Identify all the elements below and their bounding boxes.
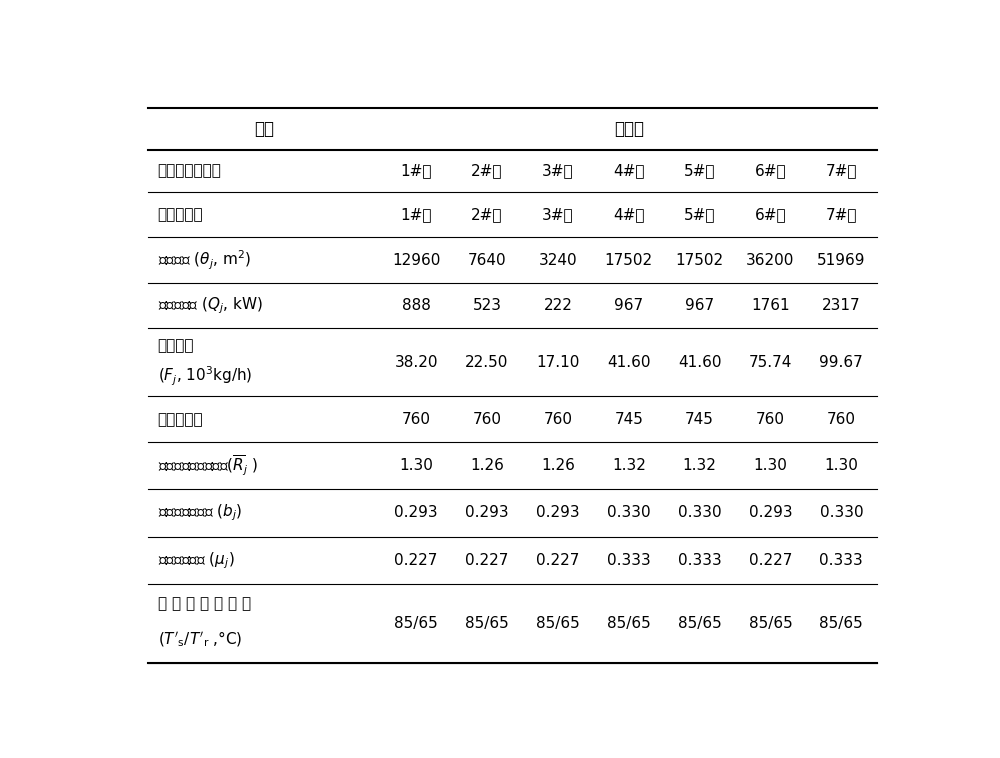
Text: 41.60: 41.60 xyxy=(607,355,650,370)
Text: 0.227: 0.227 xyxy=(749,553,792,568)
Text: 1#楼: 1#楼 xyxy=(400,207,432,222)
Text: 41.60: 41.60 xyxy=(678,355,721,370)
Text: 4#阀: 4#阀 xyxy=(613,164,644,178)
Text: 1.32: 1.32 xyxy=(683,458,717,473)
Text: 设计流量: 设计流量 xyxy=(158,338,194,352)
Text: 6#楼: 6#楼 xyxy=(755,207,786,222)
Text: 3240: 3240 xyxy=(539,252,577,268)
Text: 967: 967 xyxy=(614,298,643,313)
Text: 967: 967 xyxy=(685,298,714,313)
Text: 85/65: 85/65 xyxy=(749,616,792,631)
Text: 222: 222 xyxy=(543,298,572,313)
Text: 供热面积 ($\theta_j$, m$^2$): 供热面积 ($\theta_j$, m$^2$) xyxy=(158,249,250,271)
Text: 760: 760 xyxy=(402,412,431,427)
Text: 760: 760 xyxy=(756,412,785,427)
Text: 0.333: 0.333 xyxy=(819,553,863,568)
Text: 0.330: 0.330 xyxy=(678,506,721,521)
Text: 0.227: 0.227 xyxy=(394,553,438,568)
Text: 2#楼: 2#楼 xyxy=(471,207,503,222)
Text: 85/65: 85/65 xyxy=(678,616,721,631)
Text: 22.50: 22.50 xyxy=(465,355,509,370)
Text: 38.20: 38.20 xyxy=(394,355,438,370)
Text: 36200: 36200 xyxy=(746,252,795,268)
Text: 85/65: 85/65 xyxy=(394,616,438,631)
Text: 760: 760 xyxy=(473,412,502,427)
Text: 1.26: 1.26 xyxy=(541,458,575,473)
Text: 0.330: 0.330 xyxy=(607,506,651,521)
Text: 0.293: 0.293 xyxy=(394,506,438,521)
Text: 85/65: 85/65 xyxy=(465,616,509,631)
Text: 0.330: 0.330 xyxy=(820,506,863,521)
Text: 6#阀: 6#阀 xyxy=(755,164,786,178)
Text: 1.30: 1.30 xyxy=(399,458,433,473)
Text: 0.227: 0.227 xyxy=(536,553,580,568)
Text: 760: 760 xyxy=(827,412,856,427)
Text: 5#楼: 5#楼 xyxy=(684,207,715,222)
Text: 17502: 17502 xyxy=(605,252,653,268)
Text: 51969: 51969 xyxy=(817,252,866,268)
Text: 745: 745 xyxy=(685,412,714,427)
Text: 0.293: 0.293 xyxy=(465,506,509,521)
Text: 3#楼: 3#楼 xyxy=(542,207,574,222)
Text: 建筑物: 建筑物 xyxy=(614,121,644,138)
Text: 建筑物名称: 建筑物名称 xyxy=(158,207,203,222)
Text: 888: 888 xyxy=(402,298,431,313)
Text: 0.293: 0.293 xyxy=(536,506,580,521)
Text: 散热器型号: 散热器型号 xyxy=(158,412,203,427)
Text: 760: 760 xyxy=(543,412,572,427)
Text: 电动调节阀名称: 电动调节阀名称 xyxy=(158,164,221,178)
Text: 523: 523 xyxy=(473,298,502,313)
Text: 0.333: 0.333 xyxy=(607,553,651,568)
Text: 12960: 12960 xyxy=(392,252,440,268)
Text: 0.293: 0.293 xyxy=(749,506,792,521)
Text: 3#阀: 3#阀 xyxy=(542,164,574,178)
Text: 745: 745 xyxy=(614,412,643,427)
Text: ($T'_\mathrm{s}$/$T'_\mathrm{r}$ ,°C): ($T'_\mathrm{s}$/$T'_\mathrm{r}$ ,°C) xyxy=(158,630,242,649)
Text: 7#楼: 7#楼 xyxy=(826,207,857,222)
Text: 1#阀: 1#阀 xyxy=(400,164,432,178)
Text: 85/65: 85/65 xyxy=(607,616,651,631)
Text: 5#阀: 5#阀 xyxy=(684,164,715,178)
Text: 17.10: 17.10 xyxy=(536,355,580,370)
Text: 7640: 7640 xyxy=(468,252,506,268)
Text: 1.30: 1.30 xyxy=(754,458,787,473)
Text: 99.67: 99.67 xyxy=(819,355,863,370)
Text: 0.333: 0.333 xyxy=(678,553,721,568)
Text: 1.30: 1.30 xyxy=(824,458,858,473)
Text: ($F_j$, $10^3$kg/h): ($F_j$, $10^3$kg/h) xyxy=(158,365,252,387)
Text: 75.74: 75.74 xyxy=(749,355,792,370)
Text: 1.32: 1.32 xyxy=(612,458,646,473)
Text: 1.26: 1.26 xyxy=(470,458,504,473)
Text: 参数: 参数 xyxy=(254,121,274,138)
Text: 2#阀: 2#阀 xyxy=(471,164,503,178)
Text: 设 计 供 回 水 温 度: 设 计 供 回 水 温 度 xyxy=(158,597,251,611)
Text: 85/65: 85/65 xyxy=(819,616,863,631)
Text: 散热器面积修正因子($\overline{R}_j$ ): 散热器面积修正因子($\overline{R}_j$ ) xyxy=(158,453,258,478)
Text: 散热器换热因子 ($b_j$): 散热器换热因子 ($b_j$) xyxy=(158,503,242,523)
Text: 85/65: 85/65 xyxy=(536,616,580,631)
Text: 2317: 2317 xyxy=(822,298,861,313)
Text: 7#阀: 7#阀 xyxy=(826,164,857,178)
Text: 1761: 1761 xyxy=(751,298,790,313)
Text: 设计热负荷 ($Q_j$, kW): 设计热负荷 ($Q_j$, kW) xyxy=(158,295,262,316)
Text: 0.227: 0.227 xyxy=(465,553,509,568)
Text: 4#楼: 4#楼 xyxy=(613,207,644,222)
Text: 17502: 17502 xyxy=(676,252,724,268)
Text: 流量调节因子 ($\mu_j$): 流量调节因子 ($\mu_j$) xyxy=(158,550,234,571)
